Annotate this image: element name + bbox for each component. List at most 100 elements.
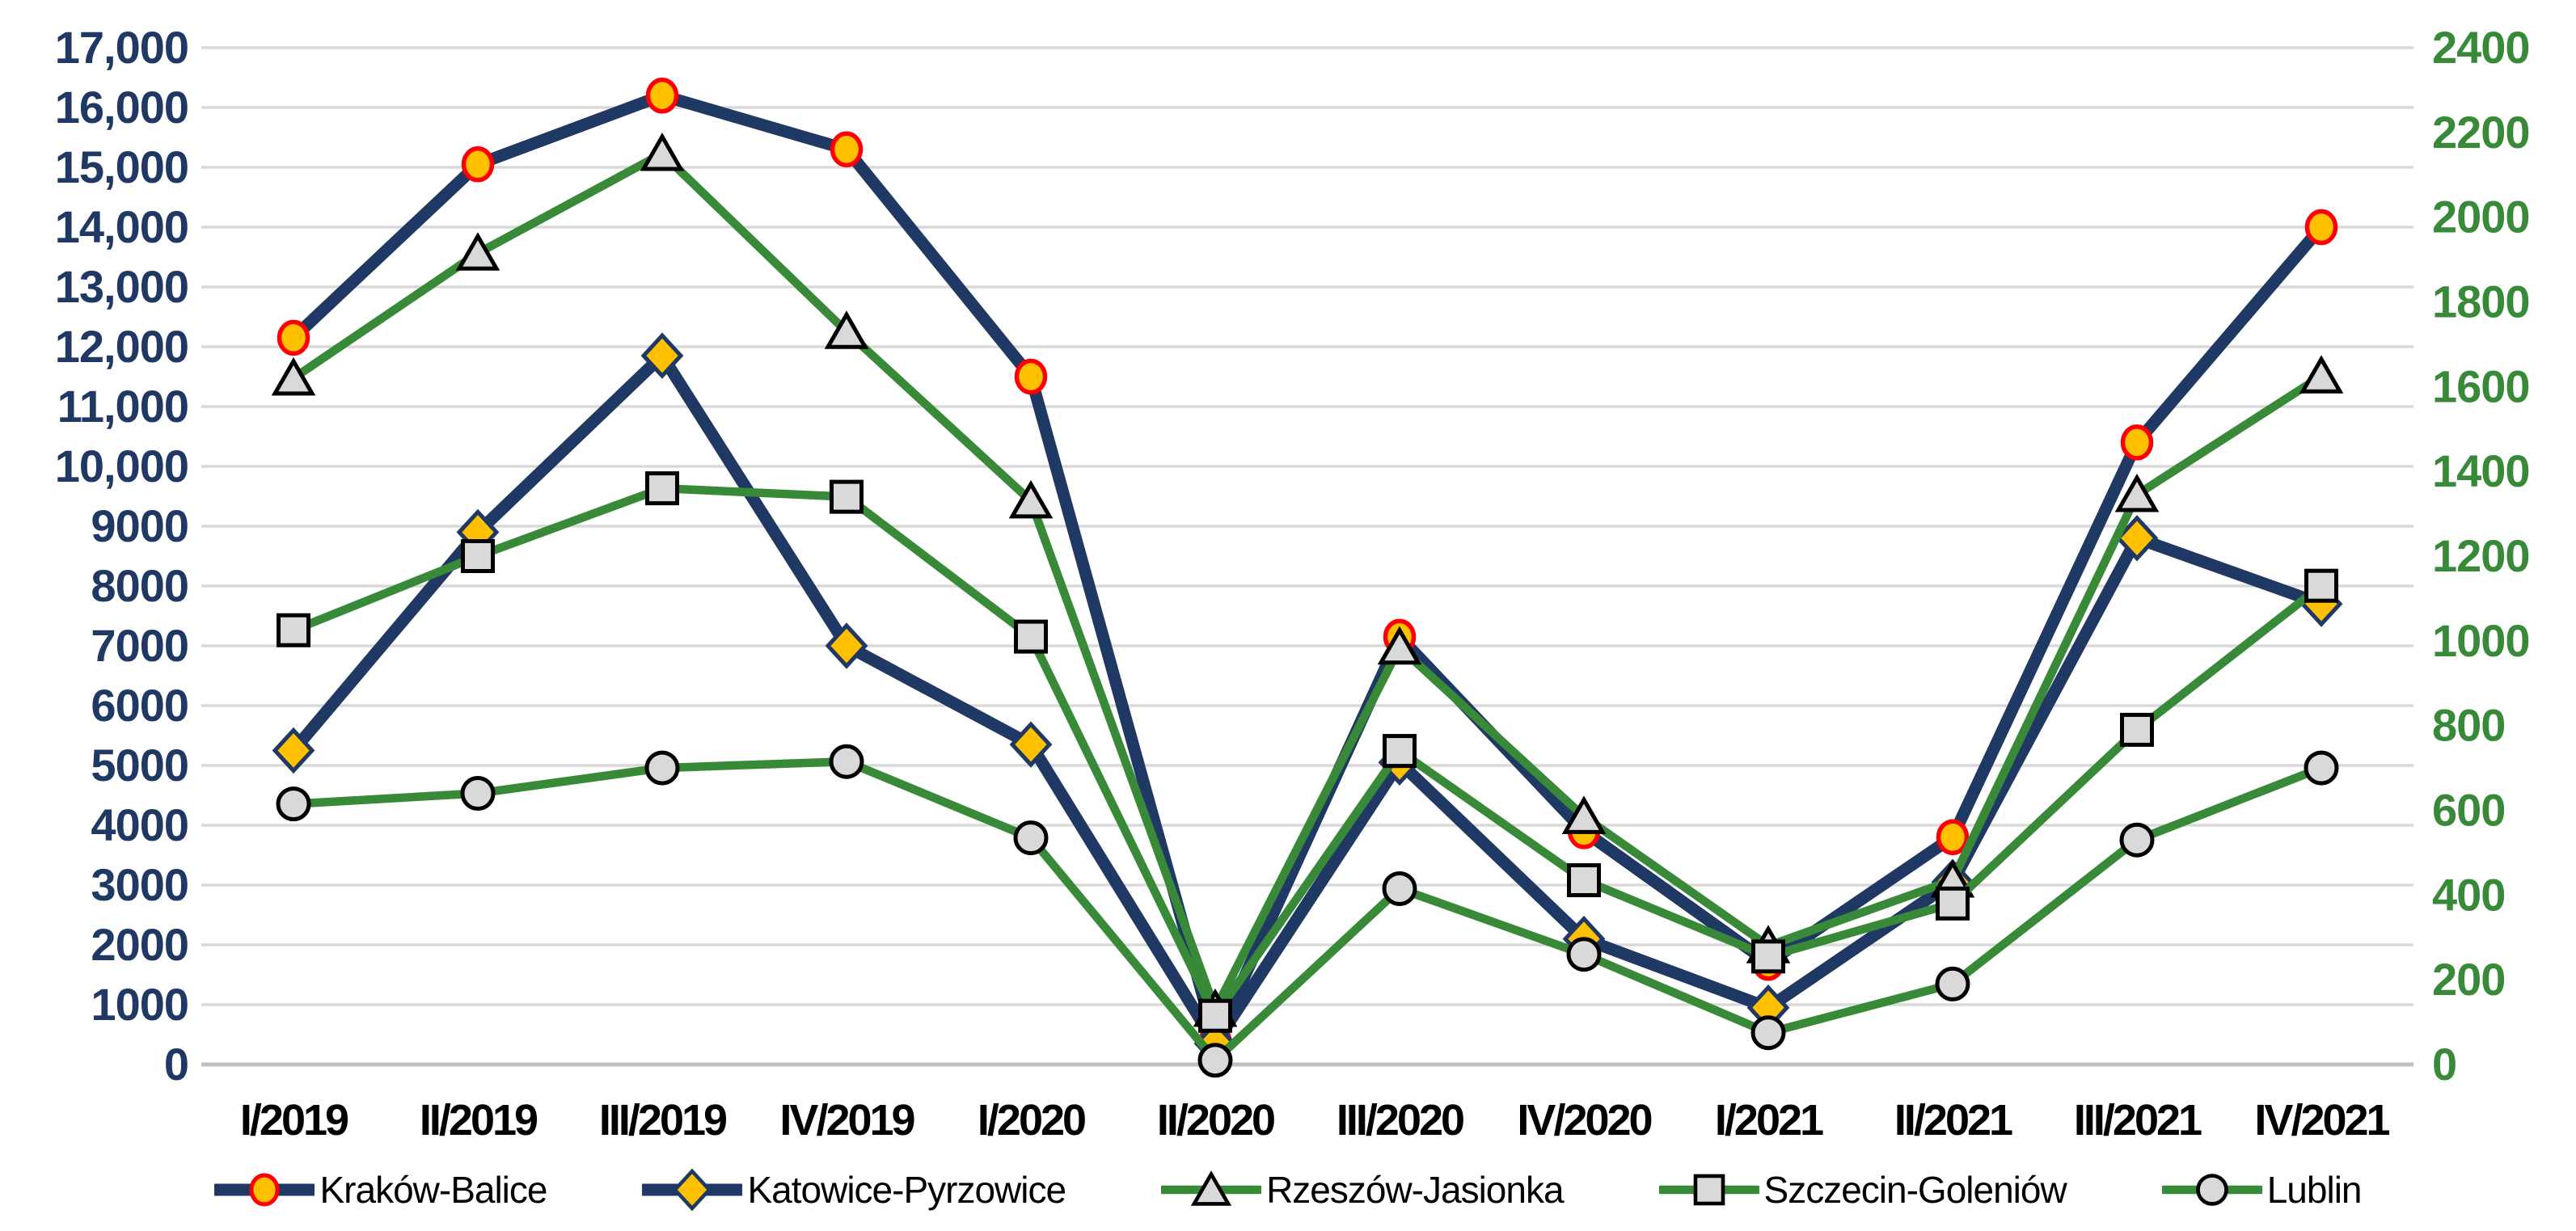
right-axis-tick-label: 800	[2432, 700, 2505, 751]
x-axis-label: II/2020	[1157, 1096, 1274, 1145]
series-line	[289, 483, 2326, 1020]
left-axis-tick-label: 1000	[91, 979, 188, 1030]
data-point-marker-circle-orange	[1014, 358, 1048, 395]
left-axis-tick-label: 7000	[91, 620, 188, 671]
legend-item-krak-w-balice: Kraków-Balice	[214, 1167, 547, 1212]
series-szczecin-goleni-w	[277, 471, 2338, 1033]
legend-marker-triangle	[1161, 1170, 1262, 1206]
data-point-marker-triangle	[2114, 473, 2160, 512]
data-point-marker-diamond	[272, 727, 315, 774]
left-axis-tick-label: 17,000	[55, 22, 188, 73]
data-point-marker-diamond	[2115, 515, 2159, 562]
data-point-marker-square	[1014, 619, 1048, 654]
series-katowice-pyrzowice	[272, 332, 2343, 1067]
data-point-marker-triangle	[1008, 479, 1054, 519]
series-lublin	[276, 744, 2339, 1078]
x-axis-label: II/2021	[1894, 1096, 2012, 1145]
data-point-marker-square	[277, 613, 310, 647]
x-axis-label: III/2019	[599, 1096, 727, 1145]
left-axis-tick-label: 14,000	[55, 201, 188, 252]
x-axis-label: I/2019	[240, 1096, 348, 1145]
left-axis-tick-label: 12,000	[55, 321, 188, 372]
right-axis-tick-label: 1600	[2432, 360, 2530, 411]
right-axis-tick-label: 2200	[2432, 107, 2530, 158]
series-krak-w-balice	[277, 77, 2338, 1059]
data-point-marker-triangle	[1561, 795, 1607, 834]
x-axis-label: IV/2020	[1517, 1096, 1651, 1145]
x-axis-label: IV/2021	[2254, 1096, 2389, 1145]
data-point-marker-square	[1936, 886, 1970, 921]
left-axis-tick-label: 3000	[91, 859, 188, 910]
x-axis-label: II/2019	[420, 1096, 538, 1145]
right-axis-tick-label: 1200	[2432, 530, 2530, 581]
legend-marker-diamond	[642, 1168, 743, 1212]
legend-label: Katowice-Pyrzowice	[747, 1169, 1066, 1211]
right-axis-tick-label: 1000	[2432, 615, 2530, 666]
data-point-marker-square	[1751, 939, 1785, 974]
data-point-marker-triangle	[455, 232, 500, 271]
legend-label: Kraków-Balice	[319, 1169, 547, 1211]
data-point-marker-circle-orange	[830, 131, 864, 168]
data-point-marker-circle-gray	[1566, 937, 1602, 972]
right-axis-tick-label: 200	[2432, 954, 2505, 1005]
data-point-marker-square	[461, 539, 495, 573]
right-axis-tick-label: 2000	[2432, 192, 2530, 242]
data-point-marker-circle-orange	[2304, 209, 2338, 246]
data-point-marker-square	[1693, 1174, 1725, 1206]
data-point-marker-diamond	[825, 622, 868, 669]
right-axis-tick-label: 0	[2432, 1039, 2456, 1090]
data-point-marker-triangle	[1377, 626, 1422, 665]
left-axis-tick-label: 11,000	[57, 381, 188, 432]
legend-marker-circle-gray	[2161, 1174, 2262, 1206]
legend-item-szczecin-goleni-w: Szczecin-Goleniów	[1658, 1167, 2067, 1212]
left-axis-tick-label: 6000	[91, 680, 188, 731]
data-point-marker-square	[2304, 568, 2338, 603]
left-axis-tick-label: 5000	[91, 740, 188, 790]
data-point-marker-square	[1383, 734, 1417, 769]
right-axis-tick-label: 1400	[2432, 445, 2530, 496]
data-point-marker-circle-gray	[1013, 820, 1049, 856]
left-axis-tick-label: 2000	[91, 919, 188, 970]
data-point-marker-circle-gray	[1750, 1015, 1786, 1051]
x-axis-label: III/2020	[1337, 1096, 1463, 1145]
data-point-marker-circle-orange	[277, 319, 310, 356]
left-axis-tick-label: 4000	[91, 799, 188, 850]
data-point-marker-circle-gray	[829, 744, 864, 779]
legend-item-rzesz-w-jasionka: Rzeszów-Jasionka	[1161, 1167, 1565, 1212]
data-point-marker-square	[1567, 862, 1601, 897]
data-point-marker-triangle	[640, 133, 685, 171]
data-point-marker-circle-gray	[1935, 966, 1970, 1001]
data-point-marker-circle-gray	[2304, 750, 2339, 786]
data-point-marker-triangle	[824, 310, 869, 349]
data-point-marker-diamond	[673, 1168, 712, 1212]
data-point-marker-circle-orange	[249, 1173, 281, 1207]
legend-item-lublin: Lublin	[2161, 1167, 2363, 1212]
series-rzesz-w-jasionka	[271, 133, 2344, 1027]
left-axis-tick-label: 10,000	[55, 441, 188, 491]
left-axis-tick-label: 0	[164, 1039, 188, 1090]
data-point-marker-circle-orange	[2120, 424, 2154, 461]
data-point-marker-square	[1198, 998, 1232, 1033]
right-axis-tick-label: 600	[2432, 785, 2505, 836]
data-point-marker-circle-gray	[276, 786, 311, 822]
legend-label: Lublin	[2266, 1169, 2363, 1211]
data-point-marker-circle-gray	[1382, 871, 1417, 906]
data-point-marker-circle-gray	[2195, 1174, 2228, 1206]
series-line	[289, 149, 2326, 1014]
data-point-marker-circle-orange	[461, 146, 495, 183]
right-axis-tick-label: 400	[2432, 869, 2505, 920]
x-axis-label: III/2021	[2074, 1096, 2202, 1145]
data-point-marker-square	[2120, 712, 2154, 747]
series-line	[289, 757, 2326, 1065]
right-axis-tick-label: 1800	[2432, 276, 2530, 327]
x-axis-label: I/2020	[978, 1096, 1085, 1145]
data-point-marker-circle-gray	[2119, 822, 2155, 858]
data-point-marker-circle-orange	[1936, 819, 1970, 856]
left-axis-tick-label: 8000	[91, 560, 188, 611]
data-point-marker-circle-gray	[644, 750, 680, 786]
legend-marker-square	[1658, 1174, 1759, 1206]
legend-marker-circle-orange	[214, 1173, 315, 1207]
right-axis-tick-label: 2400	[2432, 22, 2530, 73]
